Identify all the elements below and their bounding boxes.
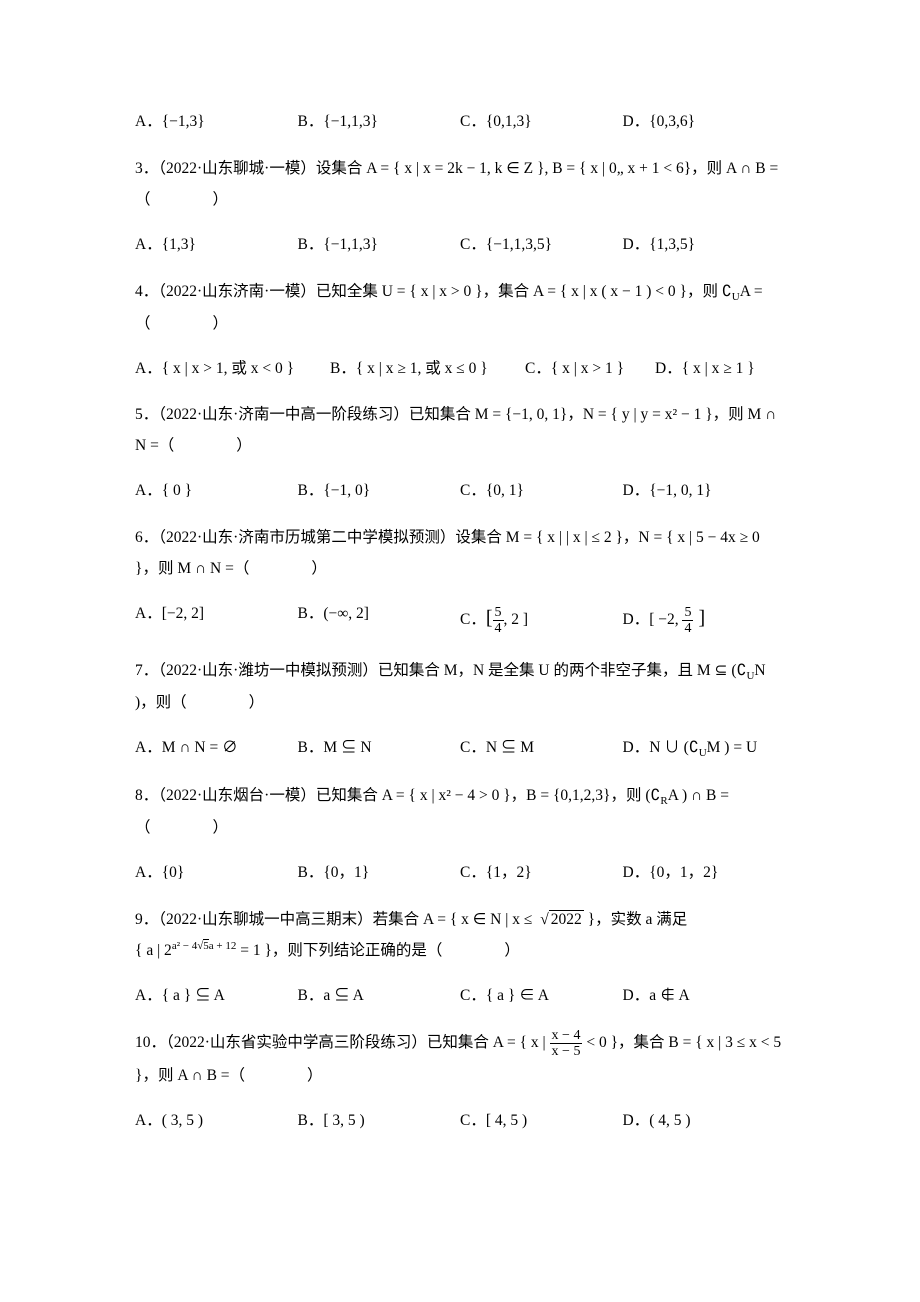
opt-b: B．{−1,1,3}	[298, 233, 461, 258]
complement-icon: ∁	[722, 283, 732, 300]
numerator: 5	[493, 605, 504, 621]
opt-d: D．a ∉ A	[623, 984, 786, 1009]
opt-d: D．N ∪ (∁UM ) = U	[623, 736, 786, 763]
opt-c: C．{1，2}	[460, 861, 623, 886]
q10-options: A．( 3, 5 ) B．[ 3, 5 ) C．[ 4, 5 ) D．( 4, …	[135, 1109, 785, 1134]
opt-a: A．( 3, 5 )	[135, 1109, 298, 1134]
opt-d: D．{0，1，2}	[623, 861, 786, 886]
complement-icon: ∁	[737, 662, 747, 679]
opt-a: A．{ x | x > 1, 或 x < 0 }	[135, 357, 330, 382]
opt-c: C．N ⊆ M	[460, 736, 623, 763]
fraction: 54	[682, 605, 693, 637]
q3-stem: 3．（2022·山东聊城·一模）设集合 A = { x | x = 2k − 1…	[135, 153, 785, 215]
opt-b: B．{−1, 0}	[298, 479, 461, 504]
complement-sub-r: R	[660, 795, 667, 807]
opt-d: D．{−1, 0, 1}	[623, 479, 786, 504]
exp-pre: a² − 4	[172, 940, 197, 952]
q6-stem: 6．（2022·山东·济南市历城第二中学模拟预测）设集合 M = { x | |…	[135, 522, 785, 584]
opt-a: A．{ 0 }	[135, 479, 298, 504]
opt-a: A．{1,3}	[135, 233, 298, 258]
opt-d-pre: D．N ∪ (	[623, 739, 689, 756]
q9-stem-l1: 9．（2022·山东聊城一中高三期末）若集合 A = { x ∈ N | x ≤	[135, 911, 536, 928]
q5-options: A．{ 0 } B．{−1, 0} C．{0, 1} D．{−1, 0, 1}	[135, 479, 785, 504]
q9-stem: 9．（2022·山东聊城一中高三期末）若集合 A = { x ∈ N | x ≤…	[135, 904, 785, 966]
fraction: x − 4x − 5	[550, 1028, 583, 1060]
complement-sub: U	[699, 747, 707, 759]
opt-d-pre: D．	[623, 611, 650, 628]
q7-stem-left: 7．（2022·山东·潍坊一中模拟预测）已知集合 M，N 是全集 U 的两个非空…	[135, 662, 737, 679]
opt-a: A．{−1,3}	[135, 110, 298, 135]
radicand: 2022	[549, 910, 584, 928]
opt-c: C．{ a } ∈ A	[460, 984, 623, 1009]
opt-d: D．( 4, 5 )	[623, 1109, 786, 1134]
q9-stem2-post: = 1 }，则下列结论正确的是（ ）	[236, 942, 520, 959]
opt-c: C．{0, 1}	[460, 479, 623, 504]
opt-b: B．{ x | x ≥ 1, 或 x ≤ 0 }	[330, 357, 525, 382]
q9-options: A．{ a } ⊆ A B．a ⊆ A C．{ a } ∈ A D．a ∉ A	[135, 984, 785, 1009]
q5-stem: 5．（2022·山东·济南一中高一阶段练习）已知集合 M = {−1, 0, 1…	[135, 399, 785, 461]
opt-d: D．[ −2, 54 ]	[623, 602, 786, 636]
denominator: 4	[682, 621, 693, 636]
opt-a: A．M ∩ N = ∅	[135, 736, 298, 763]
fraction: 54	[493, 605, 504, 637]
opt-d: D．{0,3,6}	[623, 110, 786, 135]
rbracket-icon: ]	[693, 607, 705, 629]
q8-stem-left: 8．（2022·山东烟台·一模）已知集合 A = { x | x² − 4 > …	[135, 787, 651, 804]
opt-c: C．[54, 2 ]	[460, 602, 623, 636]
q10-stem: 10．（2022·山东省实验中学高三阶段练习）已知集合 A = { x | x …	[135, 1027, 785, 1090]
q-prev-options: A．{−1,3} B．{−1,1,3} C．{0,1,3} D．{0,3,6}	[135, 110, 785, 135]
q9-stem-l2: }，实数 a 满足	[584, 911, 687, 928]
exp-post: a + 12	[209, 940, 237, 952]
complement-icon: ∁	[689, 739, 699, 756]
sqrt-icon: 2022	[536, 904, 584, 935]
complement-icon: ∁	[651, 787, 661, 804]
q6-options: A．[−2, 2] B．(−∞, 2] C．[54, 2 ] D．[ −2, 5…	[135, 602, 785, 636]
exp-sqrt: √5	[197, 939, 209, 952]
denominator: 4	[493, 621, 504, 636]
opt-b: B．[ 3, 5 )	[298, 1109, 461, 1134]
denominator: x − 5	[550, 1044, 583, 1059]
opt-b: B．M ⊆ N	[298, 736, 461, 763]
opt-d: D．{ x | x ≥ 1 }	[655, 357, 785, 382]
opt-c: C．{ x | x > 1 }	[525, 357, 655, 382]
opt-b: B．{−1,1,3}	[298, 110, 461, 135]
complement-sub: U	[732, 291, 740, 303]
opt-c-pre: C．	[460, 611, 486, 628]
lbracket-icon: [	[486, 607, 493, 629]
opt-c: C．[ 4, 5 )	[460, 1109, 623, 1134]
q9-stem2-pre: { a | 2	[135, 942, 172, 959]
q3-options: A．{1,3} B．{−1,1,3} C．{−1,1,3,5} D．{1,3,5…	[135, 233, 785, 258]
q7-stem: 7．（2022·山东·潍坊一中模拟预测）已知集合 M，N 是全集 U 的两个非空…	[135, 655, 785, 718]
q8-stem: 8．（2022·山东烟台·一模）已知集合 A = { x | x² − 4 > …	[135, 780, 785, 843]
exponent: a² − 4√5a + 12	[172, 939, 237, 952]
opt-a: A．{ a } ⊆ A	[135, 984, 298, 1009]
opt-c: C．{0,1,3}	[460, 110, 623, 135]
opt-c: C．{−1,1,3,5}	[460, 233, 623, 258]
opt-a: A．[−2, 2]	[135, 602, 298, 636]
opt-b: B．(−∞, 2]	[298, 602, 461, 636]
opt-a: A．{0}	[135, 861, 298, 886]
q7-options: A．M ∩ N = ∅ B．M ⊆ N C．N ⊆ M D．N ∪ (∁UM )…	[135, 736, 785, 763]
lbracket-icon: [ −2,	[649, 611, 682, 628]
q4-stem-left: 4．（2022·山东济南·一模）已知全集 U = { x | x > 0 }，集…	[135, 283, 722, 300]
q4-options: A．{ x | x > 1, 或 x < 0 } B．{ x | x ≥ 1, …	[135, 357, 785, 382]
q4-stem: 4．（2022·山东济南·一模）已知全集 U = { x | x > 0 }，集…	[135, 276, 785, 339]
opt-b: B．{0，1}	[298, 861, 461, 886]
numerator: 5	[682, 605, 693, 621]
page: A．{−1,3} B．{−1,1,3} C．{0,1,3} D．{0,3,6} …	[0, 0, 920, 1231]
opt-d-suf: M ) = U	[707, 739, 758, 756]
opt-c-suf: , 2 ]	[504, 611, 529, 628]
q10-stem-left: 10．（2022·山东省实验中学高三阶段练习）已知集合 A = { x |	[135, 1034, 550, 1051]
opt-b: B．a ⊆ A	[298, 984, 461, 1009]
q8-options: A．{0} B．{0，1} C．{1，2} D．{0，1，2}	[135, 861, 785, 886]
numerator: x − 4	[550, 1028, 583, 1044]
opt-d: D．{1,3,5}	[623, 233, 786, 258]
